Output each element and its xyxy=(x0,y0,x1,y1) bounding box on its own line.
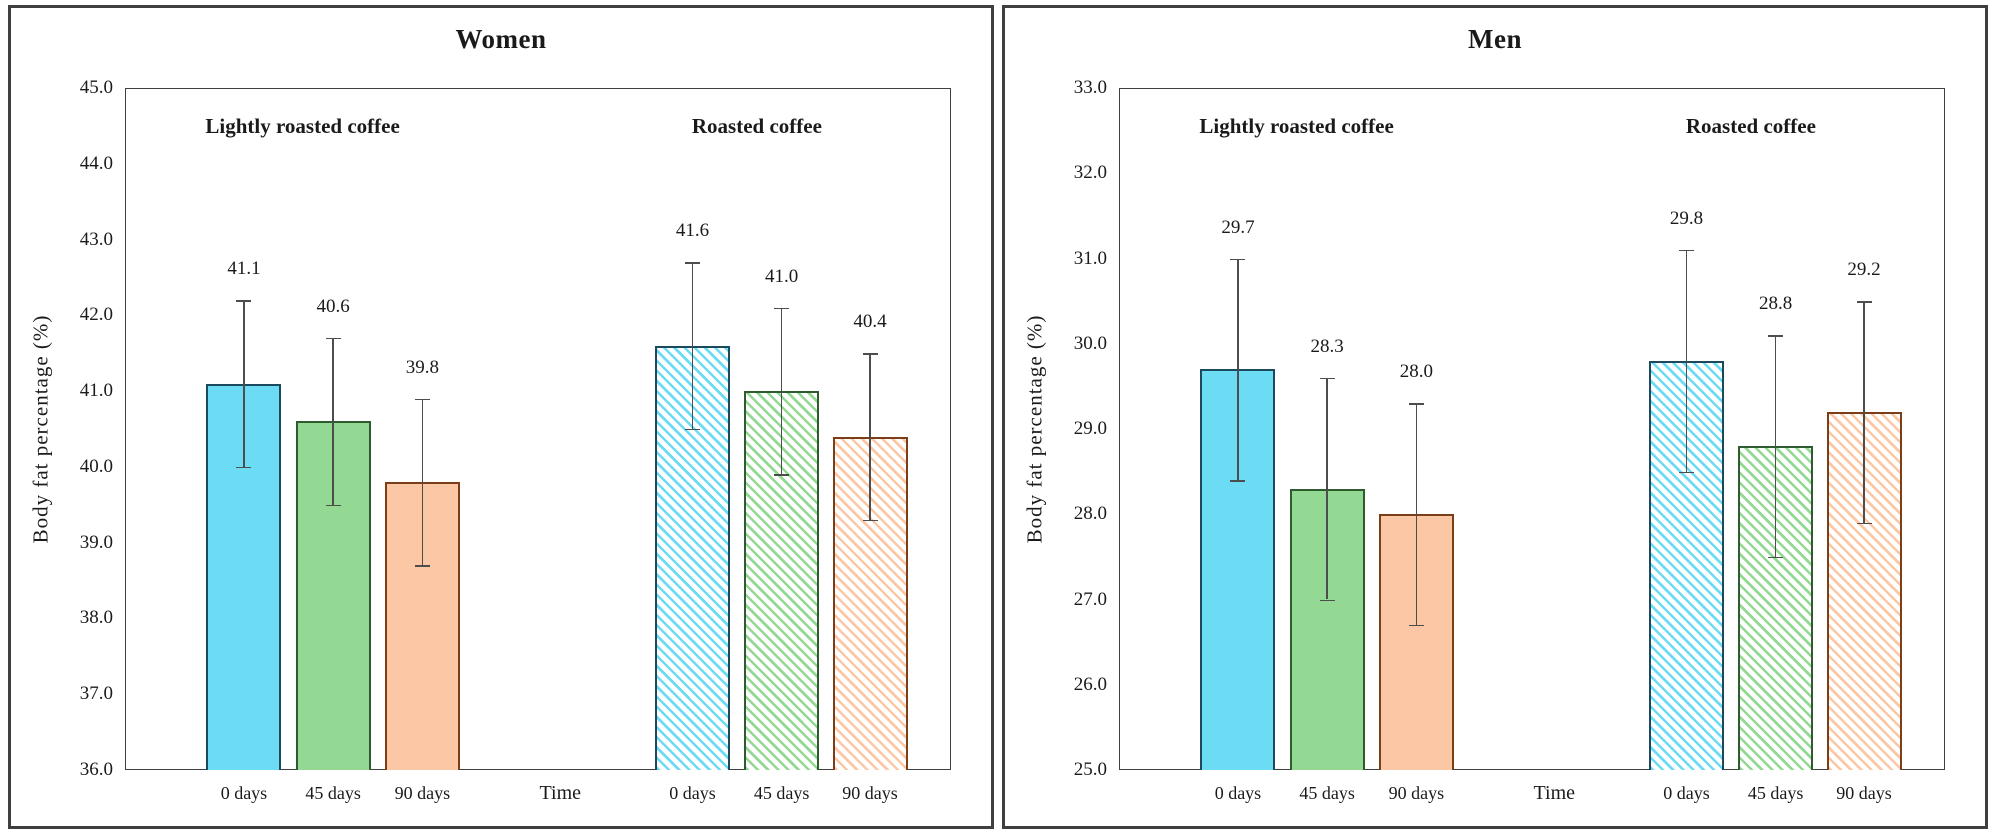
x-tick-label: 90 days xyxy=(1388,783,1445,803)
error-bar xyxy=(1415,403,1418,626)
error-bar-top-cap xyxy=(1319,377,1335,380)
error-bar-bottom-cap xyxy=(774,474,790,476)
bar-value-label: 39.8 xyxy=(405,356,439,378)
x-tick-label: 45 days xyxy=(305,783,361,803)
y-tick-label: 41.0 xyxy=(79,380,113,402)
error-bar-bottom-cap xyxy=(325,504,341,507)
chart-title: Women xyxy=(455,24,547,54)
chart-panel-men: Men 33.0 32.0 31.0 30.0 29.0 28.0 27.0 26.0 25.0 B… xyxy=(1002,5,1988,829)
y-tick-label: 30.0 xyxy=(1073,332,1107,354)
error-bar-bottom-cap xyxy=(1319,599,1335,601)
y-tick-label: 36.0 xyxy=(79,759,113,780)
error-bar-top-cap xyxy=(414,398,430,401)
bar-value-label: 28.8 xyxy=(1759,293,1793,315)
y-tick-label: 38.0 xyxy=(79,607,113,629)
error-bar-top-cap xyxy=(774,307,790,310)
x-tick-label: 0 days xyxy=(1663,783,1710,803)
bar-value-label: 29.2 xyxy=(1847,259,1881,281)
y-axis-title: Body fat percentage (%) xyxy=(1022,314,1047,544)
error-bar-bottom-cap xyxy=(1678,471,1694,474)
error-bar-top-cap xyxy=(236,300,252,302)
error-bar-bottom-cap xyxy=(1230,480,1246,482)
bar-value-label: 29.8 xyxy=(1669,207,1704,229)
y-tick-label: 45.0 xyxy=(79,77,113,98)
bar-value-label: 41.1 xyxy=(227,258,261,280)
x-tick-label: 90 days xyxy=(842,783,898,803)
error-bar-bottom-cap xyxy=(236,466,252,469)
y-tick-label: 27.0 xyxy=(1073,588,1107,610)
error-bar xyxy=(1685,249,1688,472)
y-tick-label: 28.0 xyxy=(1073,503,1107,525)
bar-value-label: 28.0 xyxy=(1399,361,1433,383)
error-bar-top-cap xyxy=(684,262,700,264)
error-bar xyxy=(1326,377,1328,600)
group-label-lightly-roasted-coffee: Lightly roasted coffee xyxy=(1199,114,1394,138)
y-tick-label: 26.0 xyxy=(1073,673,1107,695)
y-tick-label: 39.0 xyxy=(79,531,113,553)
x-tick-label: 0 days xyxy=(1214,783,1262,803)
group-label-roasted-coffee: Roasted coffee xyxy=(1685,114,1816,138)
x-tick-label: 90 days xyxy=(394,783,451,803)
y-tick-label: 44.0 xyxy=(79,152,113,174)
error-bar xyxy=(1774,335,1777,557)
group-label-lightly-roasted-coffee: Lightly roasted coffee xyxy=(205,114,400,138)
x-axis-title: Time xyxy=(1533,782,1576,804)
error-bar-bottom-cap xyxy=(1408,625,1424,627)
error-bar xyxy=(780,307,783,475)
y-tick-label: 29.0 xyxy=(1073,418,1107,439)
error-bar xyxy=(691,262,694,429)
error-bar-top-cap xyxy=(1408,403,1424,405)
bar-value-label: 29.7 xyxy=(1221,216,1255,238)
y-axis-title: Body fat percentage (%) xyxy=(28,314,53,544)
error-bar xyxy=(1237,258,1239,481)
x-tick-label: 45 days xyxy=(753,783,810,803)
bar-value-label: 28.3 xyxy=(1310,335,1344,357)
error-bar xyxy=(243,300,245,467)
y-tick-label: 42.0 xyxy=(79,304,113,326)
x-tick-label: 0 days xyxy=(220,783,268,803)
error-bar-bottom-cap xyxy=(1856,522,1872,525)
error-bar-top-cap xyxy=(325,338,341,340)
error-bar-top-cap xyxy=(1230,258,1246,260)
error-bar-bottom-cap xyxy=(1768,556,1784,559)
bar-value-label: 41.0 xyxy=(765,265,799,287)
y-tick-label: 40.0 xyxy=(79,455,113,477)
error-bar-top-cap xyxy=(1856,301,1872,303)
y-tick-label: 37.0 xyxy=(79,683,113,705)
bar-value-label: 40.6 xyxy=(316,296,350,318)
error-bar xyxy=(869,353,871,520)
bar-roasted-coffee-90-days xyxy=(832,436,908,770)
bar-value-label: 40.4 xyxy=(853,311,887,333)
bar-value-label: 41.6 xyxy=(675,220,710,242)
x-tick-label: 45 days xyxy=(1747,783,1804,803)
x-axis-title: Time xyxy=(539,782,582,804)
y-tick-label: 43.0 xyxy=(79,228,113,250)
error-bar-top-cap xyxy=(1678,249,1694,252)
y-tick-label: 25.0 xyxy=(1073,759,1107,780)
error-bar-bottom-cap xyxy=(684,429,700,431)
y-tick-label: 32.0 xyxy=(1073,162,1107,184)
y-tick-label: 31.0 xyxy=(1073,247,1107,269)
group-label-roasted-coffee: Roasted coffee xyxy=(691,114,822,138)
error-bar-bottom-cap xyxy=(862,519,878,522)
chart-title: Men xyxy=(1468,24,1522,54)
chart-panel-women: Women 45.0 44.0 43.0 42.0 41.0 40.0 39.0 38.0 37.… xyxy=(8,5,994,829)
error-bar-top-cap xyxy=(862,353,878,355)
error-bar-bottom-cap xyxy=(414,565,430,567)
x-tick-label: 0 days xyxy=(669,783,716,803)
error-bar xyxy=(421,398,424,566)
y-tick-label: 33.0 xyxy=(1073,77,1107,98)
x-tick-label: 90 days xyxy=(1836,783,1892,803)
error-bar-top-cap xyxy=(1768,335,1784,337)
error-bar xyxy=(332,338,334,505)
error-bar xyxy=(1863,301,1865,523)
bar-roasted-coffee-0-days xyxy=(1648,360,1724,770)
x-tick-label: 45 days xyxy=(1299,783,1355,803)
